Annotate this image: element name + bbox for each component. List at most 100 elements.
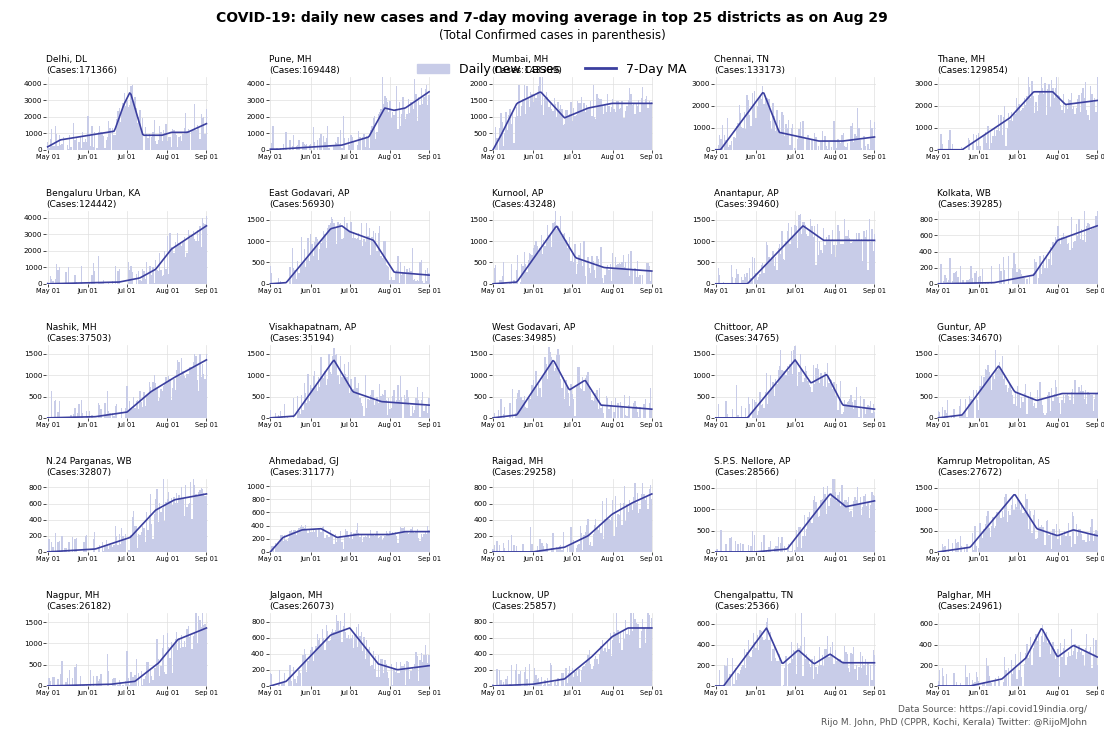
Bar bbox=[349, 145, 350, 149]
Bar bbox=[776, 384, 777, 418]
Bar bbox=[404, 527, 405, 552]
Bar bbox=[595, 278, 596, 284]
Bar bbox=[131, 517, 132, 552]
Bar bbox=[1012, 121, 1013, 149]
Bar bbox=[126, 100, 128, 149]
Bar bbox=[596, 389, 597, 418]
Bar bbox=[572, 394, 573, 418]
Bar bbox=[991, 143, 992, 149]
Bar bbox=[853, 142, 854, 149]
Bar bbox=[607, 518, 608, 552]
Bar bbox=[756, 106, 758, 149]
Bar bbox=[774, 396, 775, 418]
Bar bbox=[818, 666, 819, 686]
Bar bbox=[152, 539, 153, 552]
Bar bbox=[376, 132, 378, 149]
Bar bbox=[1068, 395, 1069, 418]
Bar bbox=[1045, 521, 1047, 552]
Bar bbox=[1057, 239, 1058, 284]
Bar bbox=[1080, 392, 1081, 418]
Bar bbox=[327, 126, 328, 149]
Bar bbox=[804, 637, 805, 686]
Bar bbox=[1020, 269, 1021, 284]
Bar bbox=[399, 102, 400, 149]
Bar bbox=[634, 269, 636, 284]
Bar bbox=[98, 255, 99, 284]
Bar bbox=[573, 108, 574, 149]
Bar bbox=[836, 384, 838, 418]
Bar bbox=[1089, 120, 1090, 149]
Bar bbox=[1028, 658, 1029, 686]
Bar bbox=[114, 135, 115, 149]
Bar bbox=[152, 132, 153, 149]
Bar bbox=[396, 85, 397, 149]
Bar bbox=[720, 530, 722, 552]
Bar bbox=[380, 110, 382, 149]
Bar bbox=[747, 640, 749, 686]
Bar bbox=[372, 231, 374, 284]
Bar bbox=[992, 375, 994, 418]
Bar bbox=[841, 135, 842, 149]
Bar bbox=[553, 372, 555, 418]
Bar bbox=[150, 266, 151, 284]
Bar bbox=[53, 676, 55, 686]
Bar bbox=[1006, 670, 1007, 686]
Bar bbox=[595, 519, 596, 552]
Bar bbox=[1089, 224, 1090, 284]
Bar bbox=[355, 388, 357, 418]
Bar bbox=[622, 526, 623, 552]
Bar bbox=[534, 668, 535, 686]
Bar bbox=[940, 412, 941, 418]
Bar bbox=[520, 670, 521, 686]
Bar bbox=[795, 148, 796, 149]
Bar bbox=[280, 148, 282, 149]
Bar bbox=[747, 100, 749, 149]
Bar bbox=[370, 255, 371, 284]
Bar bbox=[1063, 395, 1064, 418]
Bar bbox=[625, 620, 626, 686]
Bar bbox=[608, 648, 609, 686]
Bar bbox=[614, 109, 615, 149]
Bar bbox=[585, 378, 586, 418]
Bar bbox=[505, 407, 506, 418]
Bar bbox=[124, 93, 125, 149]
Bar bbox=[495, 265, 497, 284]
Bar bbox=[782, 112, 783, 149]
Bar bbox=[340, 223, 341, 284]
Bar bbox=[624, 118, 625, 149]
Bar bbox=[93, 676, 94, 686]
Bar bbox=[645, 500, 646, 552]
Bar bbox=[758, 411, 760, 418]
Bar bbox=[350, 638, 352, 686]
Bar bbox=[321, 527, 323, 552]
Bar bbox=[790, 128, 792, 149]
Bar bbox=[588, 650, 590, 686]
Bar bbox=[777, 129, 778, 149]
Bar bbox=[414, 79, 415, 149]
Bar bbox=[390, 280, 391, 284]
Bar bbox=[863, 665, 864, 686]
Bar bbox=[1012, 674, 1013, 686]
Bar bbox=[789, 364, 790, 418]
Bar bbox=[968, 405, 969, 418]
Bar bbox=[761, 265, 762, 284]
Bar bbox=[124, 540, 125, 552]
Bar bbox=[354, 377, 355, 418]
Bar bbox=[309, 530, 310, 552]
Bar bbox=[565, 668, 566, 686]
Bar bbox=[775, 131, 776, 149]
Bar bbox=[364, 537, 367, 552]
Bar bbox=[734, 542, 736, 552]
Bar bbox=[520, 282, 521, 284]
Bar bbox=[599, 99, 601, 149]
Bar bbox=[379, 537, 380, 552]
Bar bbox=[535, 675, 537, 686]
Bar bbox=[624, 639, 625, 686]
Bar bbox=[629, 500, 630, 552]
Bar bbox=[392, 397, 393, 418]
Bar bbox=[724, 665, 725, 686]
Bar bbox=[197, 230, 198, 284]
Bar bbox=[626, 634, 628, 686]
Bar bbox=[777, 537, 778, 552]
Bar bbox=[996, 512, 998, 552]
